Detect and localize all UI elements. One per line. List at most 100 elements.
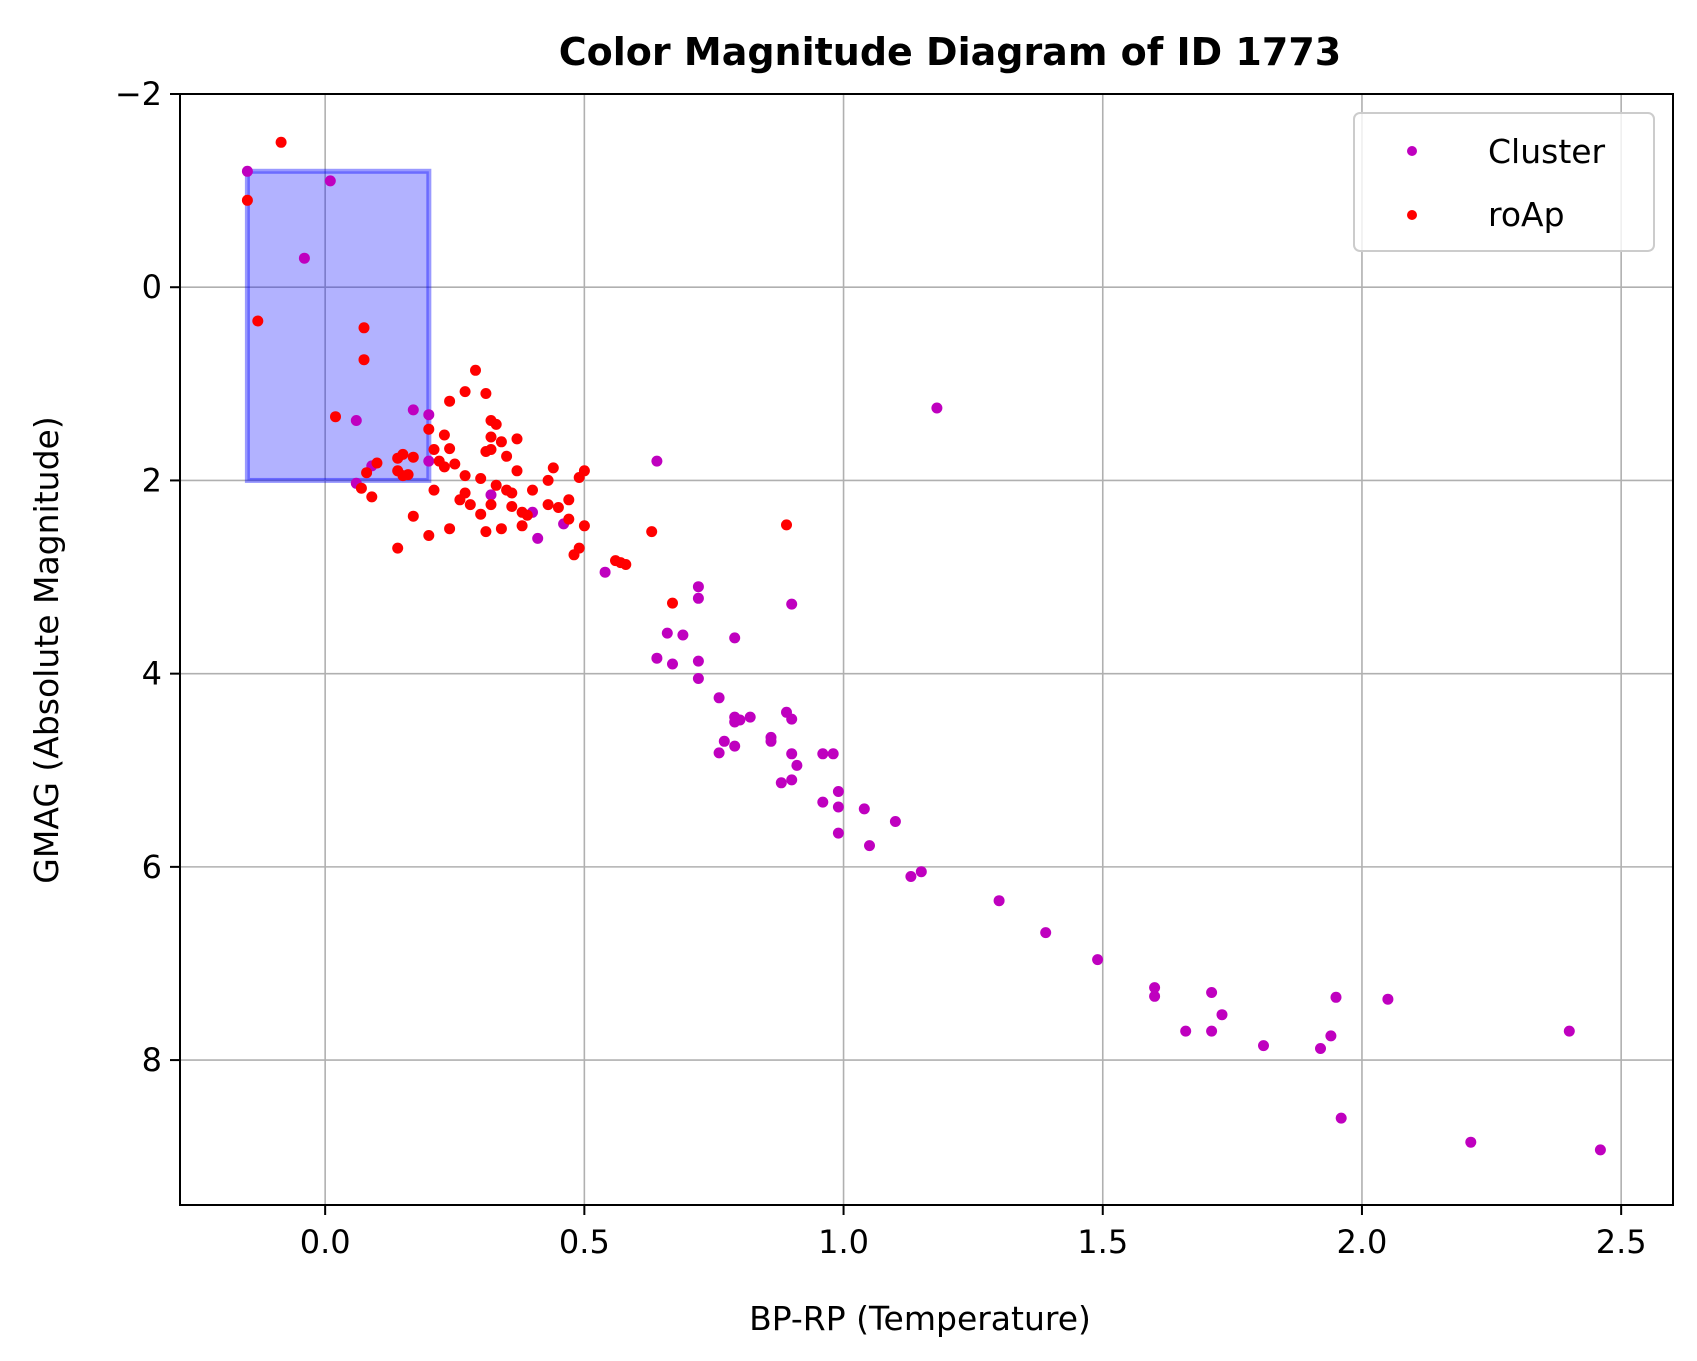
roap-point [428,484,440,496]
cluster-point [1258,1040,1269,1052]
cluster-point [905,871,917,882]
cluster-point [298,252,310,264]
y-tick-label: 8 [142,1041,162,1079]
roap-point [355,482,367,494]
cluster-point [532,532,544,544]
cluster-point [407,404,419,416]
roap-point [475,508,487,520]
grid-lines [180,93,1673,1205]
roap-point [511,465,523,477]
cluster-point [729,740,741,752]
roap-point [449,458,461,470]
roap-point [485,499,497,511]
roap-point [501,450,513,462]
roap-point [371,457,383,469]
roap-point [241,194,253,206]
cluster-point [651,652,663,664]
roap-point [552,502,564,513]
roap-point [438,461,450,473]
roap-point [358,322,370,334]
roap-point [423,423,435,435]
cluster-point [241,165,253,177]
cluster-point [718,735,730,747]
roap-point [578,520,590,532]
roap-point [358,354,370,366]
x-tick-label: 1.0 [818,1223,869,1261]
cluster-point [931,402,943,414]
cluster-point [1149,990,1161,1002]
roap-point [407,510,419,522]
cluster-point [817,748,829,760]
cluster-point [1040,927,1052,939]
roap-point [480,388,492,399]
cluster-point [1206,1025,1218,1037]
roap-point [547,462,559,474]
roap-point [511,433,523,445]
cluster-point [827,748,839,760]
roap-point [428,444,440,455]
roap-point [506,501,518,512]
y-axis-label: GMAG (Absolute Magnitude) [27,416,66,883]
cluster-point [786,713,798,725]
cluster-point [1216,1009,1228,1021]
cluster-point [832,786,844,797]
cluster-point [1335,1112,1347,1124]
y-tick-label: 0 [142,268,162,306]
y-tick-label: 4 [142,655,162,693]
roap-point [275,136,287,148]
cluster-point [858,803,870,815]
cluster-point [1382,993,1394,1005]
legend: Cluster roAp [1353,112,1655,252]
cluster-point [692,592,704,604]
y-tick-label: 6 [142,848,162,886]
x-tick-label: 0.0 [300,1223,351,1261]
x-tick-label: 0.5 [559,1223,610,1261]
legend-box [1353,112,1655,252]
cluster-point [423,455,435,467]
cluster-point [692,655,704,667]
roap-point [516,520,528,532]
roap-point [485,431,497,443]
roap-point [475,473,487,484]
cluster-point [1330,991,1342,1003]
cluster-point [786,748,798,760]
roap-point [563,494,575,506]
roap-point [495,523,507,535]
cluster-point [423,409,435,421]
legend-label-cluster: Cluster [1488,132,1606,171]
x-tick-label: 2.0 [1337,1223,1388,1261]
roap-point [781,519,792,531]
roap-point [366,491,378,503]
cluster-point [832,827,844,839]
y-tick-label: −2 [115,75,162,113]
roap-point [423,530,435,541]
roap-point [506,487,518,499]
roap-point [330,411,341,423]
roap-point [454,494,466,506]
roap-point [485,444,497,455]
cluster-point [915,866,927,878]
cluster-point [1594,1144,1606,1156]
cluster-point [324,175,336,187]
axis-ticks: 0.0 0.5 1.0 1.5 2.0 2.5 −2 0 2 4 6 8 [115,75,1647,1261]
plot-frame [179,93,1674,1206]
highlight-region-layer [244,168,432,483]
roap-point [444,523,456,535]
roap-point [620,559,632,570]
roap-point [667,597,678,609]
roap-point [361,467,373,479]
roap-point [495,436,507,448]
roap-point [542,499,554,511]
highlight-region [244,168,432,483]
roap-point [490,418,502,430]
roap-point [407,451,419,463]
roap-point [521,509,533,521]
cluster-point [993,895,1005,907]
legend-marker-roap [1407,210,1417,220]
cluster-point [651,455,663,467]
data-points [241,136,1606,1156]
roap-point [527,484,538,496]
legend-marker-cluster [1407,146,1417,156]
roap-point [392,452,404,464]
cluster-point [734,714,746,726]
